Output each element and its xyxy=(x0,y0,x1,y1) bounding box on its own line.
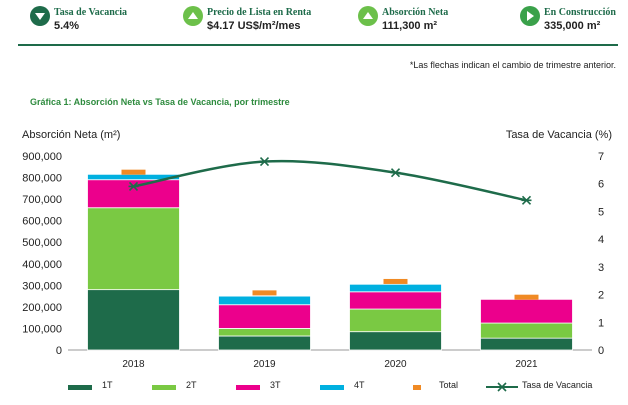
legend-label: 1T xyxy=(102,380,113,390)
legend-swatch xyxy=(486,380,518,394)
bar-segment-3T xyxy=(87,179,180,209)
y-tick-label: 900,000 xyxy=(22,151,62,163)
x-tick-label: 2018 xyxy=(122,359,145,370)
footnote: *Las flechas indican el cambio de trimes… xyxy=(409,60,616,70)
legend-label: 2T xyxy=(186,380,197,390)
kpi-value: $4.17 US$/m²/mes xyxy=(207,20,301,32)
bar-segment-1T xyxy=(218,335,311,351)
legend-swatch xyxy=(320,385,344,390)
bar-segment-1T xyxy=(480,337,573,351)
y2-axis-title: Tasa de Vacancia (%) xyxy=(506,129,612,141)
y-tick-label: 800,000 xyxy=(22,173,62,185)
bar-segment-3T xyxy=(218,304,311,329)
y-tick-label: 200,000 xyxy=(22,302,62,314)
kpi-label: Absorción Neta xyxy=(382,7,449,18)
y2-tick-label: 4 xyxy=(598,234,604,246)
y2-tick-label: 7 xyxy=(598,151,604,163)
arrow-down-icon xyxy=(30,6,50,26)
y-tick-label: 300,000 xyxy=(22,280,62,292)
y-axis-title: Absorción Neta (m²) xyxy=(22,129,120,141)
total-marker xyxy=(252,290,277,296)
y-tick-label: 600,000 xyxy=(22,216,62,228)
y-tick-label: 500,000 xyxy=(22,237,62,249)
y-tick-label: 0 xyxy=(56,345,62,357)
y2-tick-label: 5 xyxy=(598,206,604,218)
y-tick-label: 700,000 xyxy=(22,194,62,206)
legend-swatch xyxy=(236,385,260,390)
bar-segment-2T xyxy=(480,322,573,339)
vacancy-point xyxy=(390,168,401,178)
x-tick-label: 2020 xyxy=(384,359,407,370)
bar-segment-2T xyxy=(218,328,311,337)
y2-tick-label: 2 xyxy=(598,290,604,302)
y-tick-label: 100,000 xyxy=(22,323,62,335)
legend-label: Total xyxy=(439,380,459,390)
vacancy-line xyxy=(133,159,527,202)
legend-label: Tasa de Vacancia xyxy=(522,380,593,390)
x-tick-label: 2019 xyxy=(253,359,276,370)
bar-segment-2T xyxy=(87,207,180,291)
total-marker xyxy=(383,278,408,284)
arrow-right-icon xyxy=(520,6,540,26)
y2-tick-label: 0 xyxy=(598,345,604,357)
arrow-up-icon xyxy=(183,6,203,26)
y-tick-label: 400,000 xyxy=(22,259,62,271)
total-marker xyxy=(121,169,146,175)
vacancy-point xyxy=(521,195,532,205)
chart-title: Gráfica 1: Absorción Neta vs Tasa de Vac… xyxy=(30,97,290,107)
y2-tick-label: 3 xyxy=(598,262,604,274)
bar-segment-4T xyxy=(349,283,442,293)
kpi-value: 335,000 m² xyxy=(544,20,601,32)
legend-swatch xyxy=(152,385,176,390)
x-tick-label: 2021 xyxy=(515,359,538,370)
arrow-up-icon xyxy=(358,6,378,26)
y2-tick-label: 1 xyxy=(598,317,604,329)
legend-swatch xyxy=(413,385,421,390)
bar-segment-4T xyxy=(218,295,311,306)
bar-segment-2T xyxy=(349,308,442,333)
kpi-value: 111,300 m² xyxy=(382,20,438,32)
legend-label: 4T xyxy=(354,380,365,390)
vacancy-point xyxy=(259,156,270,167)
divider xyxy=(18,44,618,46)
vacancy-point xyxy=(128,181,139,192)
kpi-row: Tasa de Vacancia 5.4% Precio de Lista en… xyxy=(0,0,628,44)
total-marker xyxy=(514,294,539,300)
kpi-value: 5.4% xyxy=(54,20,80,32)
kpi-label: Precio de Lista en Renta xyxy=(207,7,312,18)
bar-segment-3T xyxy=(349,291,442,310)
bar-segment-1T xyxy=(87,289,180,351)
bar-segment-1T xyxy=(349,331,442,351)
legend-label: 3T xyxy=(270,380,281,390)
bar-segment-3T xyxy=(480,298,573,324)
legend-swatch xyxy=(68,385,92,390)
kpi-label: Tasa de Vacancia xyxy=(54,7,127,18)
y2-tick-label: 6 xyxy=(598,179,604,191)
kpi-label: En Construcción xyxy=(544,7,616,18)
